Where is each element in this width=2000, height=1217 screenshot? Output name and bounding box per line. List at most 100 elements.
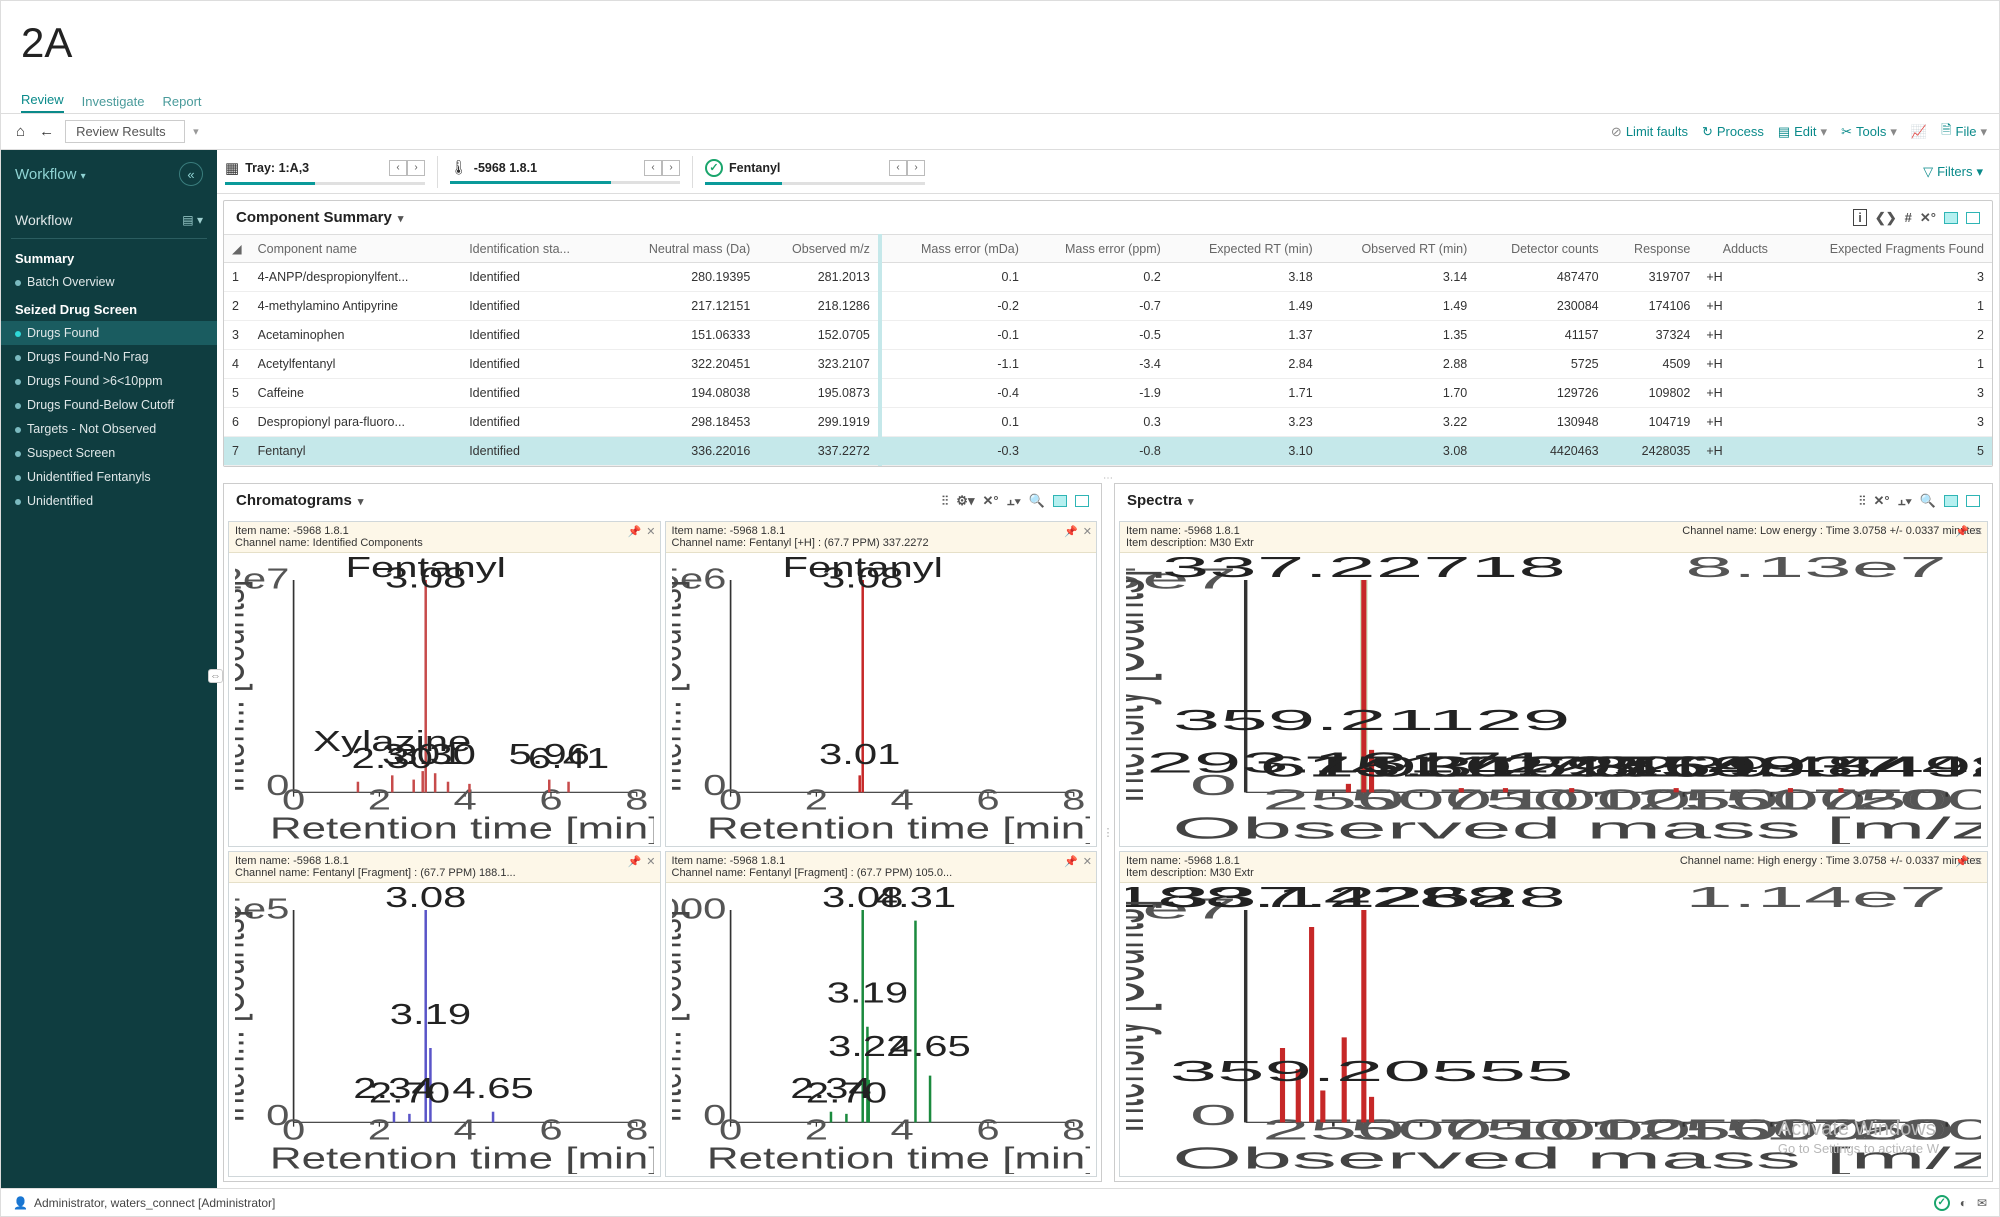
sidebar-item[interactable]: Batch Overview	[1, 270, 217, 294]
table-row[interactable]: 3AcetaminophenIdentified151.06333152.070…	[224, 321, 1992, 350]
table-row[interactable]: 5CaffeineIdentified194.08038195.0873-0.4…	[224, 379, 1992, 408]
sample-next-button[interactable]: ›	[662, 160, 680, 176]
table-row[interactable]: 7FentanylIdentified336.22016337.2272-0.3…	[224, 437, 1992, 466]
workflow-section-label: Workflow	[15, 212, 72, 228]
table-header[interactable]: Neutral mass (Da)	[609, 235, 758, 263]
svg-text:3.19: 3.19	[826, 977, 907, 1009]
chrom-search-icon[interactable]: 🔍	[1029, 493, 1045, 509]
tray-prev-button[interactable]: ‹	[389, 160, 407, 176]
sidebar-item[interactable]: Drugs Found	[1, 321, 217, 345]
compound-prev-button[interactable]: ‹	[889, 160, 907, 176]
pin-icon[interactable]: 📌	[628, 525, 642, 538]
component-summary-title[interactable]: Component Summary▾	[236, 209, 403, 226]
table-row[interactable]: 6Despropionyl para-fluoro...Identified29…	[224, 408, 1992, 437]
sidebar-item[interactable]: Unidentified Fentanyls	[1, 465, 217, 489]
table-header[interactable]: Detector counts	[1475, 235, 1606, 263]
workflow-settings-icon[interactable]: ▤ ▾	[182, 213, 203, 227]
collapse-sidebar-icon[interactable]: «	[179, 162, 203, 186]
chrom-layout-b[interactable]	[1075, 495, 1089, 507]
spec-tool-1[interactable]: ⫶⫶	[1859, 493, 1866, 509]
tab-review[interactable]: Review	[21, 92, 64, 113]
close-icon[interactable]: ✕	[1974, 855, 1983, 868]
table-header[interactable]: Observed m/z	[758, 235, 880, 263]
table-header[interactable]: Adducts	[1698, 235, 1776, 263]
tab-report[interactable]: Report	[163, 94, 202, 113]
chrom-layout-a[interactable]	[1053, 495, 1067, 507]
table-row[interactable]: 24-methylamino AntipyrineIdentified217.1…	[224, 292, 1992, 321]
v-splitter[interactable]: ⋮	[1102, 483, 1114, 1182]
limit-faults-button[interactable]: ⊘Limit faults	[1611, 124, 1688, 140]
close-icon[interactable]: ✕	[646, 525, 655, 538]
status-ok-icon[interactable]: ✓	[1934, 1195, 1950, 1211]
spec-axis-icon[interactable]: ⫠▾	[1898, 493, 1912, 509]
spec-layout-a[interactable]	[1944, 495, 1958, 507]
table-row[interactable]: 4AcetylfentanylIdentified322.20451323.21…	[224, 350, 1992, 379]
breadcrumb[interactable]: Review Results	[65, 120, 185, 143]
back-icon[interactable]: ←	[36, 123, 57, 140]
tools-menu[interactable]: ✂Tools▾	[1841, 124, 1897, 140]
chrom-tool-1[interactable]: ⫶⫶	[942, 493, 949, 509]
plot-card: Item name: -5968 1.8.1Channel name: Fent…	[228, 851, 661, 1177]
file-menu[interactable]: 🗎File▾	[1941, 121, 1987, 143]
table-header[interactable]: Response	[1607, 235, 1699, 263]
table-header[interactable]: Component name	[250, 235, 462, 263]
close-icon[interactable]: ✕	[1083, 525, 1092, 538]
sidebar-resize-handle[interactable]: ⇔	[208, 669, 223, 683]
thermometer-icon[interactable]: 🌡	[450, 159, 468, 176]
edit-menu[interactable]: ▤Edit▾	[1778, 124, 1827, 140]
hash-icon[interactable]: #	[1905, 210, 1912, 225]
spec-search-icon[interactable]: 🔍	[1920, 493, 1936, 509]
pin-icon[interactable]: 📌	[628, 855, 642, 868]
h-splitter[interactable]: ⋯	[223, 473, 1993, 483]
chrom-settings-icon[interactable]: ⚙▾	[956, 493, 974, 509]
table-header[interactable]: Expected Fragments Found	[1776, 235, 1992, 263]
sidebar-item[interactable]: Unidentified	[1, 489, 217, 513]
table-header[interactable]: Expected RT (min)	[1169, 235, 1321, 263]
spec-ruler-icon[interactable]: ✕°	[1873, 493, 1889, 509]
sidebar-item[interactable]: Drugs Found-Below Cutoff	[1, 393, 217, 417]
spec-layout-b[interactable]	[1966, 495, 1980, 507]
table-header[interactable]: Identification sta...	[461, 235, 609, 263]
pin-icon[interactable]: 📌	[1064, 855, 1078, 868]
tray-next-button[interactable]: ›	[407, 160, 425, 176]
plot-channel: Channel name: Fentanyl [+H] : (67.7 PPM)…	[672, 537, 1091, 549]
sidebar-item[interactable]: Targets - Not Observed	[1, 417, 217, 441]
close-icon[interactable]: ✕	[646, 855, 655, 868]
close-icon[interactable]: ✕	[1974, 525, 1983, 538]
sidebar-item[interactable]: Drugs Found >6<10ppm	[1, 369, 217, 393]
pin-icon[interactable]: 📌	[1955, 855, 1969, 868]
pin-icon[interactable]: 📌	[1955, 525, 1969, 538]
share-icon[interactable]: ❮❯	[1875, 210, 1897, 226]
tray-grid-icon[interactable]: ▦	[225, 159, 239, 177]
component-summary-panel: Component Summary▾ i ❮❯ # ✕° ◢Component …	[223, 200, 1993, 467]
chromatograms-title[interactable]: Chromatograms▾	[236, 492, 363, 509]
sample-prev-button[interactable]: ‹	[644, 160, 662, 176]
svg-text:359.21129: 359.21129	[1173, 704, 1571, 736]
tab-investigate[interactable]: Investigate	[82, 94, 145, 113]
process-button[interactable]: ↻Process	[1702, 124, 1764, 140]
table-header[interactable]: Mass error (ppm)	[1027, 235, 1169, 263]
layout-b-icon[interactable]	[1966, 212, 1980, 224]
filters-button[interactable]: ▽ Filters ▾	[1923, 164, 1991, 180]
footer-icon-1[interactable]: ◐	[1960, 1196, 1967, 1210]
table-header[interactable]: ◢	[224, 235, 250, 263]
footer-icon-2[interactable]: ✉	[1977, 1196, 1987, 1210]
table-header[interactable]: Mass error (mDa)	[880, 235, 1027, 263]
sidebar-item[interactable]: Suspect Screen	[1, 441, 217, 465]
table-row[interactable]: 14-ANPP/despropionylfent...Identified280…	[224, 263, 1992, 292]
close-icon[interactable]: ✕	[1083, 855, 1092, 868]
ruler-icon[interactable]: ✕°	[1920, 210, 1936, 226]
svg-text:3.08: 3.08	[385, 887, 466, 913]
plot-item-desc: Item description: M30 Extr	[1126, 867, 1981, 879]
info-icon[interactable]: i	[1853, 209, 1867, 226]
layout-a-icon[interactable]	[1944, 212, 1958, 224]
chrom-ruler-icon[interactable]: ✕°	[982, 493, 998, 509]
chrom-axis-icon[interactable]: ⫠▾	[1007, 493, 1021, 509]
spectra-title[interactable]: Spectra▾	[1127, 492, 1194, 509]
chart-icon[interactable]: 📈	[1911, 124, 1927, 140]
compound-next-button[interactable]: ›	[907, 160, 925, 176]
table-header[interactable]: Observed RT (min)	[1321, 235, 1476, 263]
sidebar-item[interactable]: Drugs Found-No Frag	[1, 345, 217, 369]
home-icon[interactable]: ⌂	[13, 123, 28, 140]
pin-icon[interactable]: 📌	[1064, 525, 1078, 538]
